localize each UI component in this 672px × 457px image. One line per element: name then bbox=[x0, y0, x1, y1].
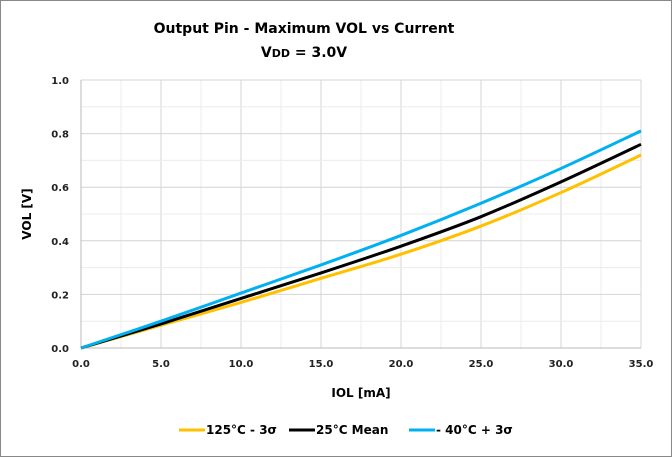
legend-label: 125°C - 3σ bbox=[206, 423, 277, 437]
series-line-2 bbox=[80, 129, 642, 350]
x-tick-label: 15.0 bbox=[309, 359, 334, 370]
grid bbox=[80, 79, 642, 349]
y-tick-label: 0.0 bbox=[51, 344, 69, 355]
y-tick-label: 0.4 bbox=[51, 237, 69, 248]
tick-labels: 0.0 5.0 10.0 15.0 20.0 25.0 30.0 35.0 0.0 0.2 0.4 0… bbox=[51, 76, 653, 370]
y-tick-label: 0.8 bbox=[51, 130, 69, 141]
x-tick-label: 0.0 bbox=[72, 359, 90, 370]
x-tick-label: 10.0 bbox=[229, 359, 254, 370]
subtitle-v: V bbox=[261, 45, 272, 61]
x-tick-label: 20.0 bbox=[389, 359, 414, 370]
legend-label: - 40°C + 3σ bbox=[436, 423, 513, 437]
series-line-1 bbox=[80, 142, 642, 350]
y-tick-label: 0.6 bbox=[51, 183, 69, 194]
series-lines bbox=[80, 129, 642, 350]
subtitle-dd: DD bbox=[272, 47, 290, 60]
legend-item-1: 25°C Mean bbox=[289, 423, 388, 437]
y-tick-label: 0.2 bbox=[51, 290, 69, 301]
series-line-0 bbox=[80, 153, 642, 350]
legend-item-0: 125°C - 3σ bbox=[179, 423, 277, 437]
x-tick-label: 30.0 bbox=[549, 359, 574, 370]
legend-label: 25°C Mean bbox=[316, 423, 388, 437]
x-tick-label: 35.0 bbox=[629, 359, 654, 370]
legend-item-2: - 40°C + 3σ bbox=[409, 423, 513, 437]
y-tick-label: 1.0 bbox=[51, 76, 69, 87]
legend: 125°C - 3σ 25°C Mean - 40°C + 3σ bbox=[179, 423, 513, 437]
subtitle-value: = 3.0V bbox=[290, 45, 347, 61]
x-tick-label: 5.0 bbox=[152, 359, 170, 370]
chart-subtitle: VDD = 3.0V bbox=[261, 45, 347, 61]
chart-title: Output Pin - Maximum VOL vs Current bbox=[154, 21, 455, 37]
x-axis-label: IOL [mA] bbox=[331, 386, 390, 400]
y-axis-label: VOL [V] bbox=[20, 188, 34, 239]
x-tick-label: 25.0 bbox=[469, 359, 494, 370]
